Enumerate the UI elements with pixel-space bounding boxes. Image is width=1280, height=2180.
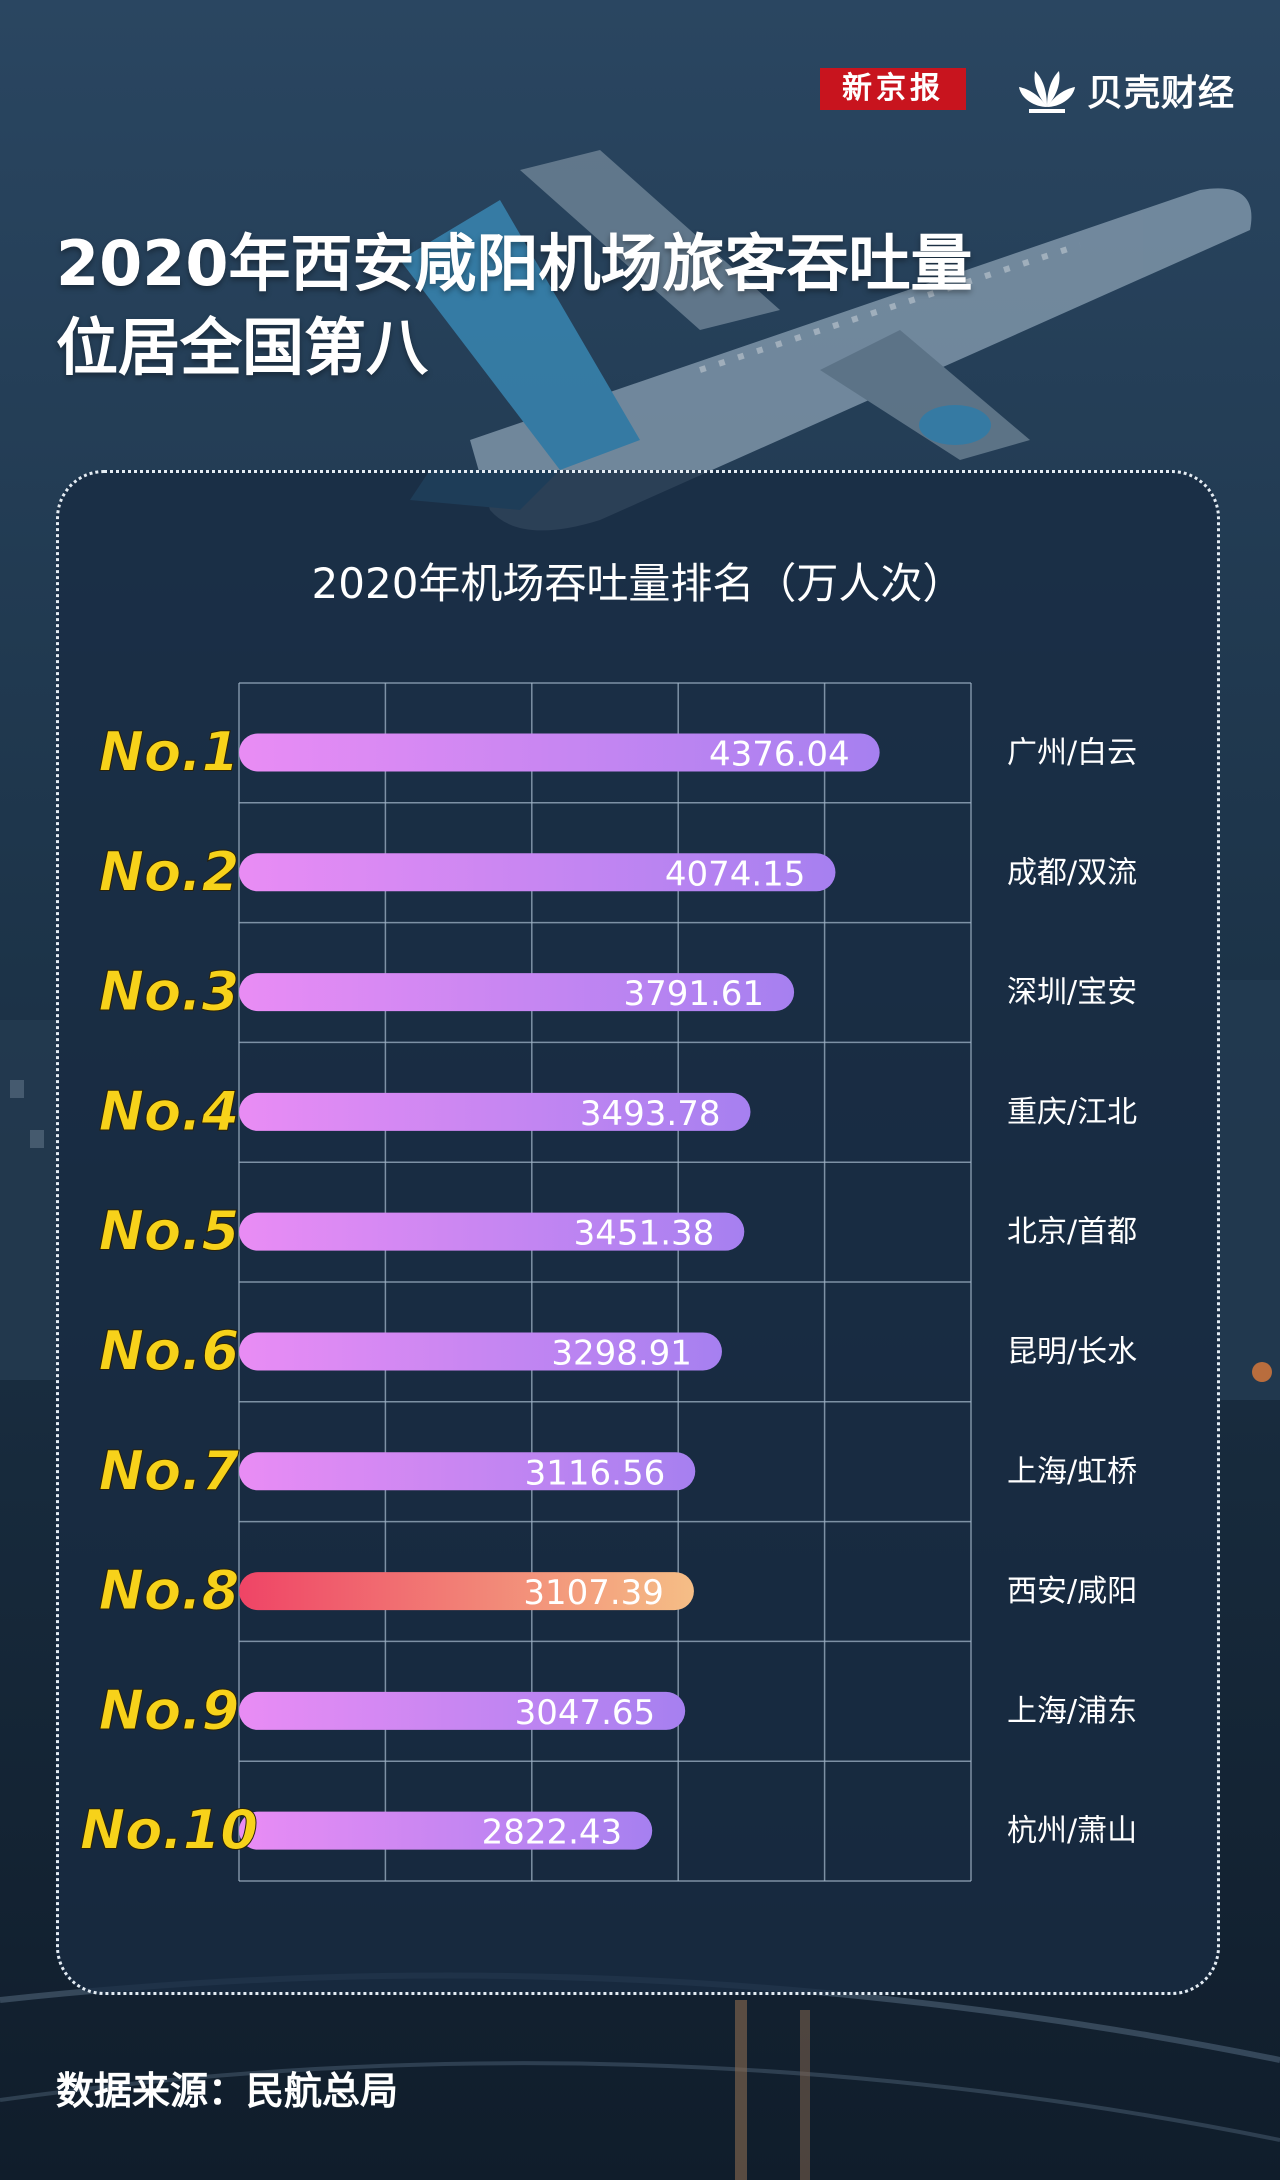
airport-label: 杭州/萧山 [1007, 1814, 1137, 1849]
airport-label: 广州/白云 [1007, 735, 1137, 770]
page-title: 2020年西安咸阳机场旅客吞吐量 位居全国第八 [56, 222, 1156, 390]
bar [239, 1332, 722, 1371]
bar [239, 853, 836, 892]
bar [239, 1811, 653, 1850]
airport-label: 重庆/江北 [1007, 1095, 1137, 1130]
bar-value-label: 3107.39 [523, 1573, 664, 1613]
bar-chart: 2020年机场吞吐量排名（万人次） 4376.04 No.1 广州/白云 4074.15… [80, 559, 1137, 1882]
airport-label: 上海/浦东 [1007, 1694, 1137, 1729]
rank-label: No.8 [99, 1559, 239, 1622]
title-line-2: 位居全国第八 [56, 311, 429, 384]
data-source: 数据来源：民航总局 [56, 2069, 399, 2113]
bar [239, 1452, 696, 1491]
beike-brand: 贝壳财经 [1015, 62, 1235, 118]
bar-value-label: 4074.15 [665, 854, 806, 894]
airport-label: 深圳/宝安 [1007, 975, 1137, 1010]
rank-label: No.1 [99, 720, 239, 783]
airport-label: 上海/虹桥 [1007, 1454, 1137, 1489]
airport-label: 西安/咸阳 [1007, 1574, 1137, 1609]
rank-label: No.10 [80, 1799, 258, 1862]
chart-panel: 2020年机场吞吐量排名（万人次） 4376.04 No.1 广州/白云 4074.15… [56, 470, 1220, 1995]
rank-label: No.4 [99, 1080, 239, 1143]
bar-value-label: 3493.78 [580, 1094, 721, 1134]
bar-value-label: 3451.38 [574, 1214, 715, 1254]
bar-value-label: 2822.43 [482, 1813, 623, 1853]
rank-label: No.3 [99, 960, 239, 1023]
shell-logo-icon [1019, 71, 1075, 113]
bar-value-label: 3116.56 [525, 1453, 666, 1493]
title-line-1: 2020年西安咸阳机场旅客吞吐量 [56, 227, 973, 300]
airport-label: 昆明/长水 [1007, 1334, 1137, 1369]
rank-label: No.2 [99, 840, 239, 903]
rank-label: No.9 [99, 1679, 239, 1742]
bar [239, 733, 880, 772]
bar-value-label: 3047.65 [515, 1693, 656, 1733]
bar [239, 1572, 694, 1611]
bar [239, 1092, 751, 1131]
bar [239, 973, 795, 1012]
bar-value-label: 3791.61 [623, 974, 764, 1014]
rank-label: No.6 [99, 1319, 239, 1382]
airport-label: 成都/双流 [1007, 855, 1137, 890]
rank-label: No.7 [99, 1439, 240, 1502]
bar-value-label: 3298.91 [551, 1333, 692, 1373]
rank-label: No.5 [99, 1200, 239, 1263]
xinjingbao-logo: 新京报 [820, 68, 966, 110]
bar [239, 1691, 686, 1730]
bar [239, 1212, 745, 1251]
brand-name: 贝壳财经 [1087, 73, 1236, 114]
airport-label: 北京/首都 [1007, 1215, 1137, 1250]
bar-value-label: 4376.04 [709, 734, 850, 774]
chart-title: 2020年机场吞吐量排名（万人次） [312, 559, 965, 608]
